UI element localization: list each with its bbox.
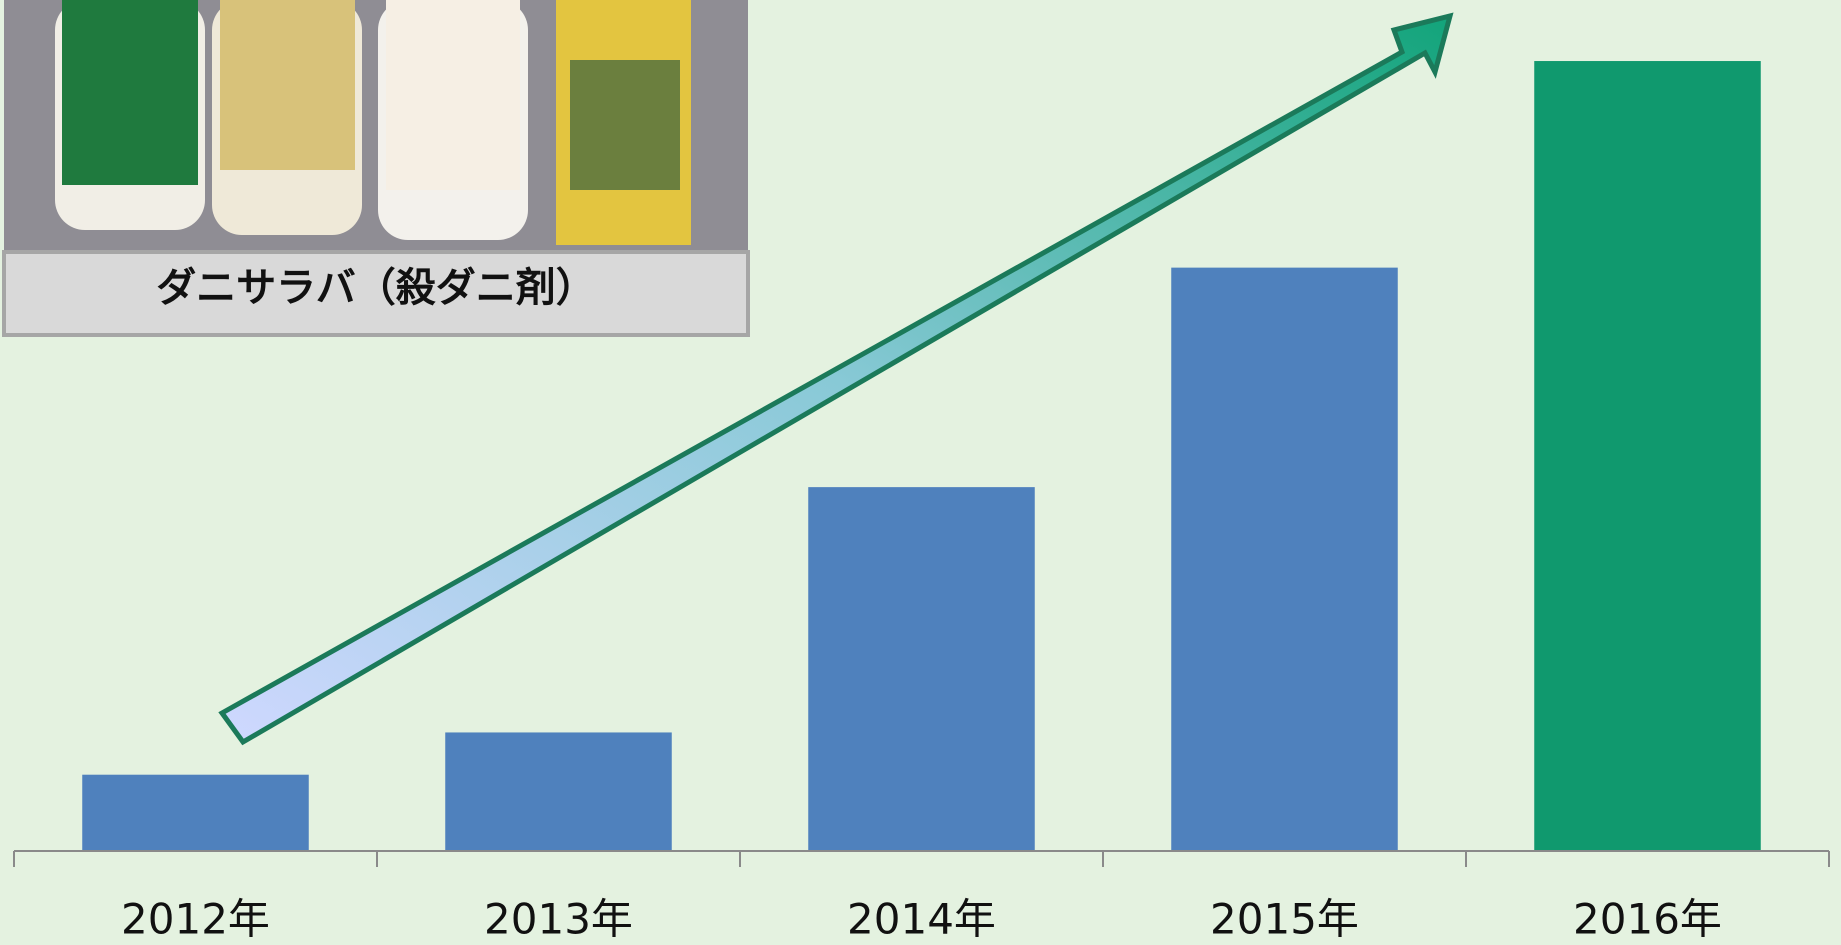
x-tick-label: 2016年 <box>1573 895 1722 944</box>
x-tick-label: 2014年 <box>847 895 996 944</box>
x-tick-label: 2012年 <box>121 895 270 944</box>
page: {"chart_data": {"type": "bar", "caption"… <box>0 0 1841 945</box>
bar <box>808 487 1035 851</box>
x-tick-label: 2013年 <box>484 895 633 944</box>
chart: ダニサラバ（殺ダニ剤） 2012年 2013年 2014年 2015年 2016年 <box>0 0 1841 945</box>
bar <box>1171 268 1398 851</box>
bar <box>82 775 309 851</box>
bar <box>1534 61 1761 851</box>
photo-caption: ダニサラバ（殺ダニ剤） <box>156 265 596 311</box>
product-photo: ダニサラバ（殺ダニ剤） <box>4 0 748 335</box>
x-tick-label: 2015年 <box>1210 895 1359 944</box>
bar <box>445 732 672 851</box>
